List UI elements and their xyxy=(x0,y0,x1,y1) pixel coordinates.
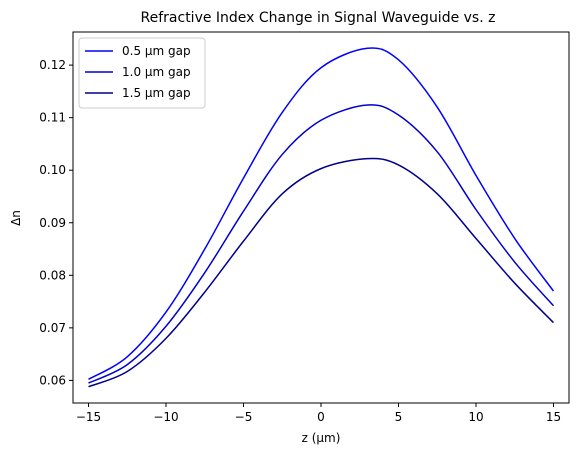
x-tick-label: −15 xyxy=(76,410,101,424)
x-axis-label: z (μm) xyxy=(302,431,341,445)
legend-label-1: 0.5 μm gap xyxy=(122,44,191,58)
legend-label-3: 1.5 μm gap xyxy=(122,86,191,100)
y-tick-label: 0.11 xyxy=(39,111,66,125)
y-tick-label: 0.07 xyxy=(39,321,66,335)
y-tick-label: 0.08 xyxy=(39,268,66,282)
x-tick-label: 15 xyxy=(546,410,561,424)
x-tick-label: 10 xyxy=(468,410,483,424)
y-tick-label: 0.12 xyxy=(39,58,66,72)
x-axis: −15 −10 −5 0 5 10 15 xyxy=(76,403,561,424)
y-axis: 0.06 0.07 0.08 0.09 0.10 0.11 0.12 xyxy=(39,58,73,387)
series-line-1 xyxy=(88,47,555,381)
legend-box xyxy=(78,37,206,109)
y-tick-label: 0.06 xyxy=(39,373,66,387)
y-tick-label: 0.10 xyxy=(39,163,66,177)
series-lines xyxy=(88,47,555,388)
series-line-2 xyxy=(88,104,555,384)
legend-label-2: 1.0 μm gap xyxy=(122,65,191,79)
x-tick-label: −5 xyxy=(235,410,253,424)
legend: 0.5 μm gap 1.0 μm gap 1.5 μm gap xyxy=(78,37,206,109)
x-tick-label: 5 xyxy=(395,410,403,424)
y-axis-label: Δn xyxy=(9,210,23,226)
series-line-3 xyxy=(88,157,555,388)
x-tick-label: 0 xyxy=(317,410,325,424)
chart-title: Refractive Index Change in Signal Wavegu… xyxy=(141,10,496,26)
x-tick-label: −10 xyxy=(153,410,178,424)
y-tick-label: 0.09 xyxy=(39,216,66,230)
